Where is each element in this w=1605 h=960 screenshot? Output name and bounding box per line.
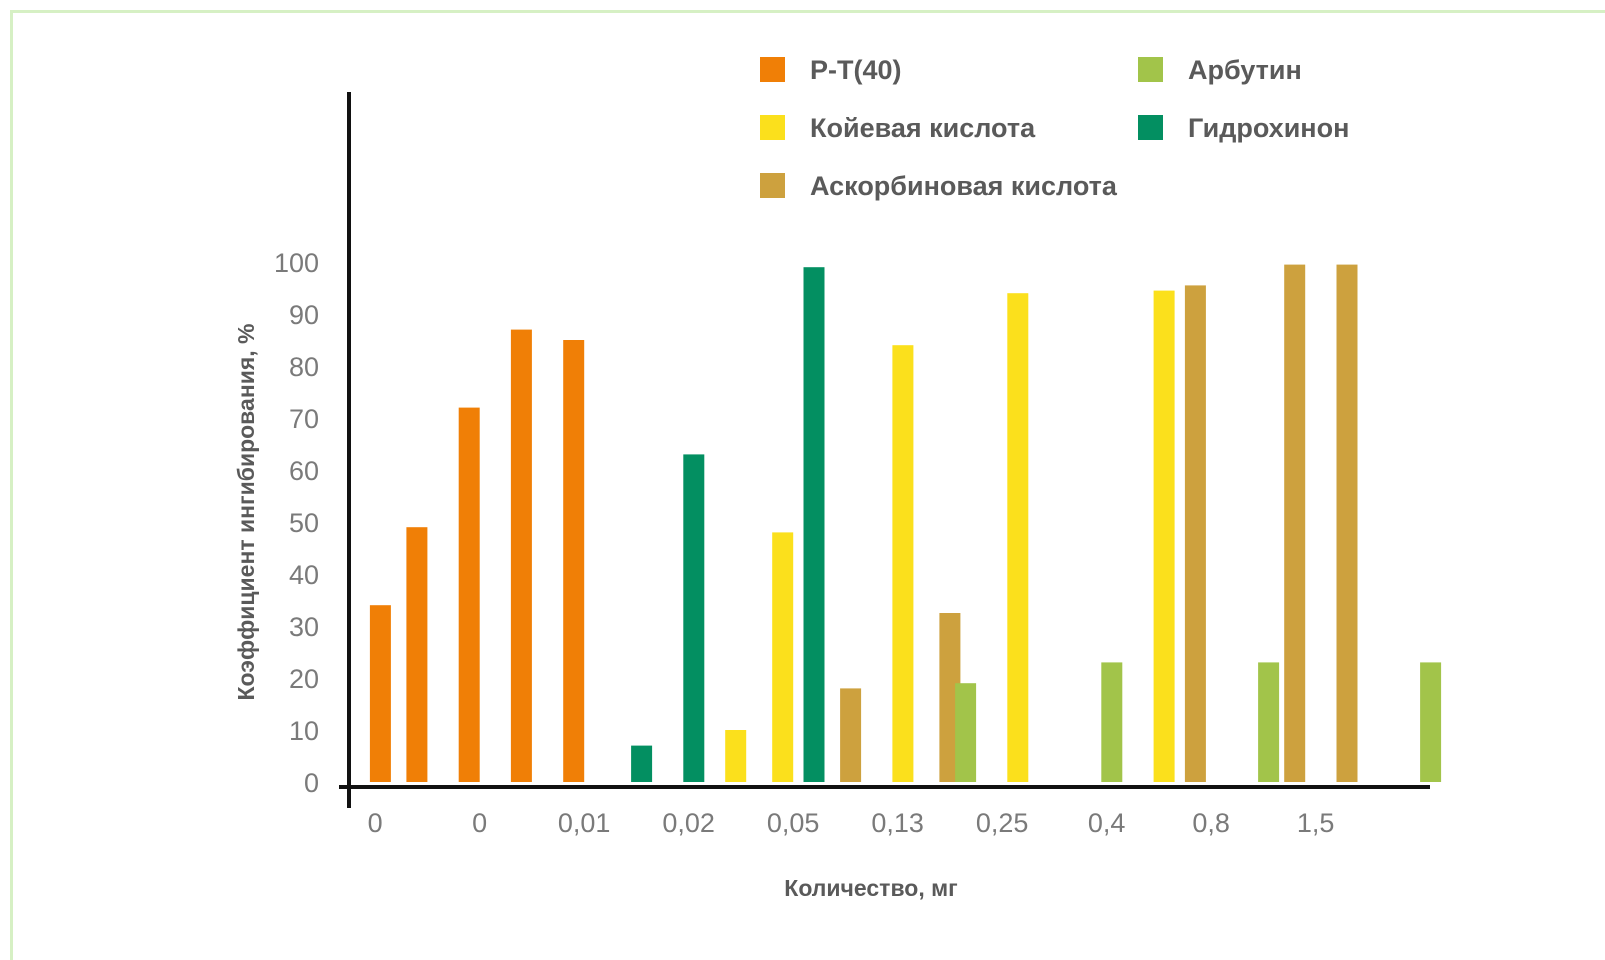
legend-swatch-4 xyxy=(1138,115,1163,140)
legend-label-0: Р-Т(40) xyxy=(810,55,902,85)
x-tick-label-5: 0,13 xyxy=(871,808,924,838)
legend-label-2: Аскорбиновая кислота xyxy=(810,171,1118,201)
x-tick-labels: 0 0 0,01 0,02 0,05 0,13 0,25 0,4 0,8 1,5 xyxy=(368,808,1335,838)
bar-series-4-point-2 xyxy=(803,267,825,782)
axes-group xyxy=(339,92,1430,808)
bar-series-2-point-4 xyxy=(1336,264,1358,783)
bar-series-3-point-1 xyxy=(1101,662,1123,782)
legend-swatch-3 xyxy=(1138,57,1163,82)
legend-label-1: Койевая кислота xyxy=(810,113,1036,143)
y-tick-label-5: 50 xyxy=(289,508,319,538)
legend-swatch-0 xyxy=(760,57,785,82)
y-tick-labels: 0 10 20 30 40 50 60 70 80 90 100 xyxy=(274,248,319,798)
bar-series-0-point-3 xyxy=(510,329,532,782)
bar-series-1-point-0 xyxy=(725,730,747,782)
y-tick-label-8: 80 xyxy=(289,352,319,382)
bar-series-1-point-2 xyxy=(892,345,914,782)
bar-series-0-point-2 xyxy=(458,407,480,782)
bar-series-4-point-1 xyxy=(683,454,705,782)
y-tick-label-10: 100 xyxy=(274,248,319,278)
y-axis-title: Коэффициент ингибирования, % xyxy=(233,324,259,701)
bar-series-3-point-2 xyxy=(1258,662,1280,782)
y-tick-label-6: 60 xyxy=(289,456,319,486)
x-tick-label-6: 0,25 xyxy=(976,808,1029,838)
y-tick-label-0: 0 xyxy=(304,768,319,798)
bar-series-0-point-4 xyxy=(563,340,585,782)
legend-label-3: Арбутин xyxy=(1188,55,1302,85)
bar-series-4-point-0 xyxy=(631,745,653,782)
bar-series-0-point-0 xyxy=(369,605,391,782)
bar-series-2-point-0 xyxy=(840,688,862,782)
x-axis-title: Количество, мг xyxy=(784,875,957,901)
bar-series-2-point-2 xyxy=(1184,285,1206,782)
y-tick-label-3: 30 xyxy=(289,612,319,642)
bar-series-1-point-3 xyxy=(1007,293,1029,782)
y-tick-label-2: 20 xyxy=(289,664,319,694)
bar-series-0-point-1 xyxy=(406,527,428,782)
y-tick-label-9: 90 xyxy=(289,300,319,330)
x-tick-label-2: 0,01 xyxy=(558,808,611,838)
x-tick-label-0: 0 xyxy=(368,808,383,838)
bars-group xyxy=(369,264,1442,783)
y-tick-label-4: 40 xyxy=(289,560,319,590)
bar-series-2-point-3 xyxy=(1284,264,1306,783)
legend-swatch-2 xyxy=(760,173,785,198)
x-tick-label-4: 0,05 xyxy=(767,808,820,838)
x-tick-label-7: 0,4 xyxy=(1088,808,1126,838)
chart-frame xyxy=(10,10,1605,960)
y-tick-label-1: 10 xyxy=(289,716,319,746)
bar-series-3-point-0 xyxy=(955,683,977,782)
legend: Р-Т(40) Койевая кислота Аскорбиновая кисло… xyxy=(760,55,1349,201)
x-tick-label-8: 0,8 xyxy=(1192,808,1230,838)
legend-label-4: Гидрохинон xyxy=(1188,113,1349,143)
x-tick-label-1: 0 xyxy=(472,808,487,838)
bar-series-1-point-1 xyxy=(772,532,794,782)
x-tick-label-3: 0,02 xyxy=(662,808,715,838)
bar-series-1-point-4 xyxy=(1153,290,1175,782)
y-tick-label-7: 70 xyxy=(289,404,319,434)
legend-swatch-1 xyxy=(760,115,785,140)
bar-series-3-point-3 xyxy=(1420,662,1442,782)
x-tick-label-9: 1,5 xyxy=(1297,808,1335,838)
